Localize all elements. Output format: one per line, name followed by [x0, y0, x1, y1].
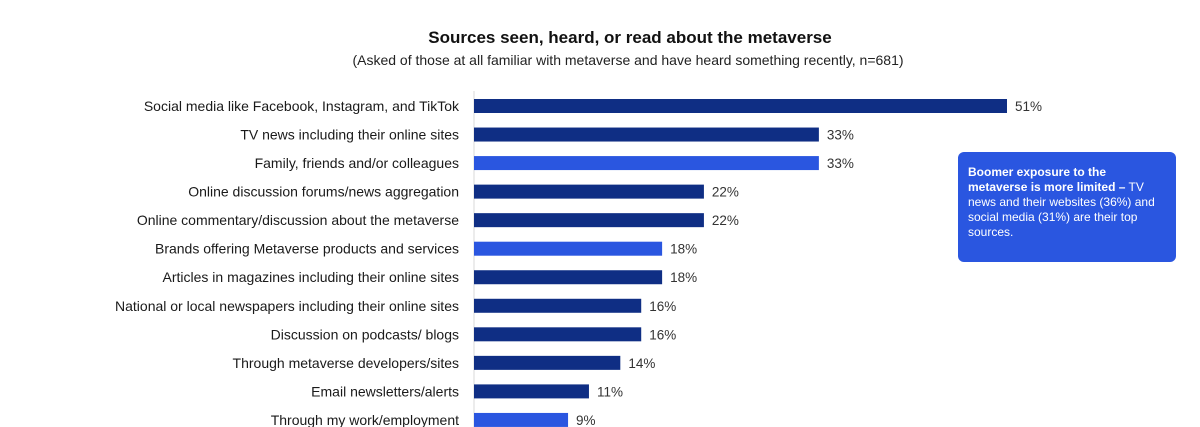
category-label: Online discussion forums/news aggregatio… — [188, 184, 459, 200]
callout-bold-text: Boomer exposure to the metaverse is more… — [968, 165, 1126, 194]
category-label: Discussion on podcasts/ blogs — [271, 326, 459, 342]
bar — [474, 327, 642, 342]
category-label: Email newsletters/alerts — [311, 383, 459, 399]
bar — [474, 213, 704, 228]
value-label: 18% — [670, 270, 697, 285]
value-label: 16% — [649, 299, 676, 314]
value-label: 22% — [712, 185, 739, 200]
chart-subtitle: (Asked of those at all familiar with met… — [352, 52, 904, 68]
bar — [474, 156, 819, 171]
bar — [474, 384, 589, 399]
callout-box: Boomer exposure to the metaverse is more… — [958, 152, 1176, 262]
value-label: 11% — [597, 384, 623, 399]
category-label: Brands offering Metaverse products and s… — [155, 241, 459, 257]
value-label: 9% — [576, 413, 596, 427]
callout-text: TV news and their websites (36%) and soc… — [968, 180, 1155, 239]
value-label: 16% — [649, 327, 676, 342]
category-label: Through my work/employment — [271, 412, 459, 427]
category-label: Online commentary/discussion about the m… — [137, 212, 459, 228]
category-label: Articles in magazines including their on… — [163, 269, 459, 285]
value-label: 22% — [712, 213, 739, 228]
bar — [474, 412, 569, 427]
value-label: 33% — [827, 128, 854, 143]
bar — [474, 127, 819, 142]
bar — [474, 241, 663, 256]
category-label: Family, friends and/or colleagues — [255, 155, 459, 171]
chart-title: Sources seen, heard, or read about the m… — [428, 28, 832, 47]
bar — [474, 184, 704, 199]
category-label: Social media like Facebook, Instagram, a… — [144, 98, 460, 114]
value-label: 18% — [670, 242, 697, 257]
value-label: 14% — [628, 356, 655, 371]
category-label: National or local newspapers including t… — [115, 298, 459, 314]
bar — [474, 298, 642, 313]
bar — [474, 99, 1007, 113]
value-label: 33% — [827, 156, 854, 171]
bar — [474, 355, 621, 370]
category-label: Through metaverse developers/sites — [233, 355, 459, 371]
category-label: TV news including their online sites — [240, 127, 459, 143]
bar — [474, 270, 663, 285]
value-label: 51% — [1015, 99, 1042, 114]
